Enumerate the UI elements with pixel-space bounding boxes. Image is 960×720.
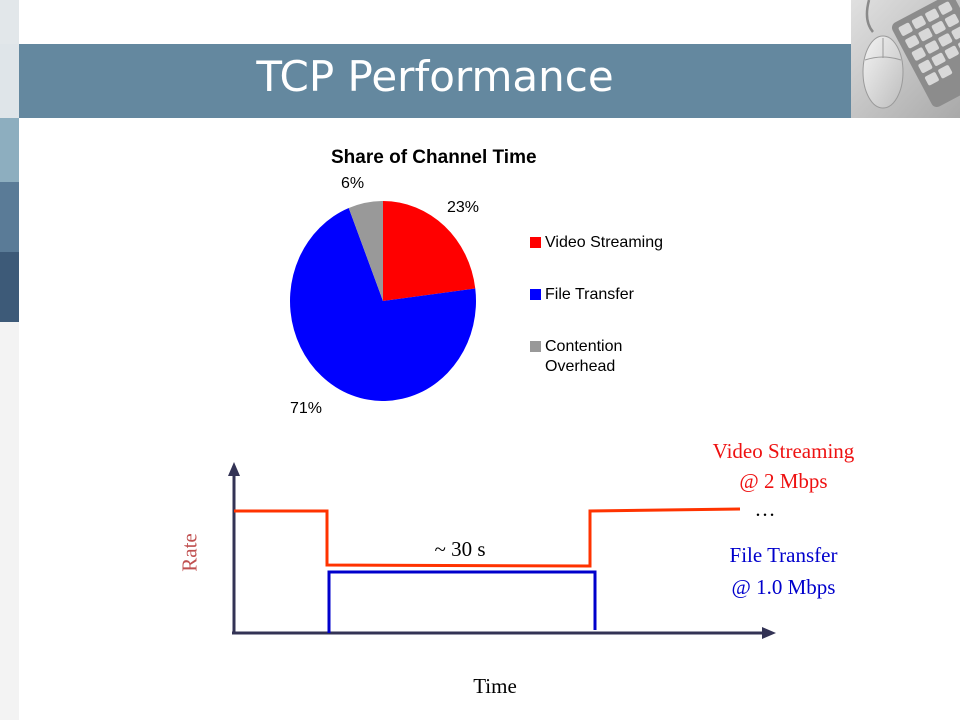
legend-swatch-overhead — [530, 341, 541, 352]
title-bar: TCP Performance — [19, 44, 851, 118]
accent-strip-3 — [0, 118, 19, 182]
slide-title: TCP Performance — [256, 52, 614, 101]
interval-annotation: ~ 30 s — [434, 537, 486, 561]
file-transfer-annotation-line2: @ 1.0 Mbps — [731, 575, 836, 599]
y-axis-arrow — [228, 462, 240, 476]
pie-slice-file — [290, 208, 477, 401]
pie-label-file: 71% — [290, 400, 323, 417]
accent-strip-2 — [0, 44, 19, 118]
legend-label-video: Video Streaming — [545, 234, 663, 251]
x-axis-arrow — [762, 627, 776, 639]
y-axis-label: Rate — [177, 533, 202, 572]
file-transfer-annotation-line1: File Transfer — [729, 543, 838, 567]
keyboard-mouse-illustration — [851, 0, 960, 118]
keyboard-mouse-photo — [851, 0, 960, 118]
accent-strip-5 — [0, 252, 19, 322]
pie-chart-title: Share of Channel Time — [331, 147, 537, 168]
accent-strip-6 — [0, 322, 19, 720]
legend-label-overhead: Contention Overhead — [545, 338, 623, 375]
pie-label-overhead: 6% — [341, 175, 365, 192]
video-streaming-annotation-line1: Video Streaming — [712, 439, 855, 463]
video-streaming-ellipsis: … — [754, 497, 776, 521]
legend-swatch-video — [530, 237, 541, 248]
pie-slice-overhead — [348, 201, 383, 301]
legend-label-file: File Transfer — [545, 286, 634, 303]
file-transfer-line — [327, 570, 597, 633]
file-transfer-annotation: File Transfer @ 1.0 Mbps — [676, 539, 891, 603]
video-streaming-annotation: Video Streaming @ 2 Mbps — [676, 436, 891, 496]
accent-strip-1 — [0, 0, 19, 44]
video-streaming-annotation-line2: @ 2 Mbps — [739, 469, 828, 493]
pie-label-video: 23% — [447, 199, 480, 216]
legend-swatch-file — [530, 289, 541, 300]
accent-strip-4 — [0, 182, 19, 252]
x-axis-label: Time — [473, 674, 517, 698]
